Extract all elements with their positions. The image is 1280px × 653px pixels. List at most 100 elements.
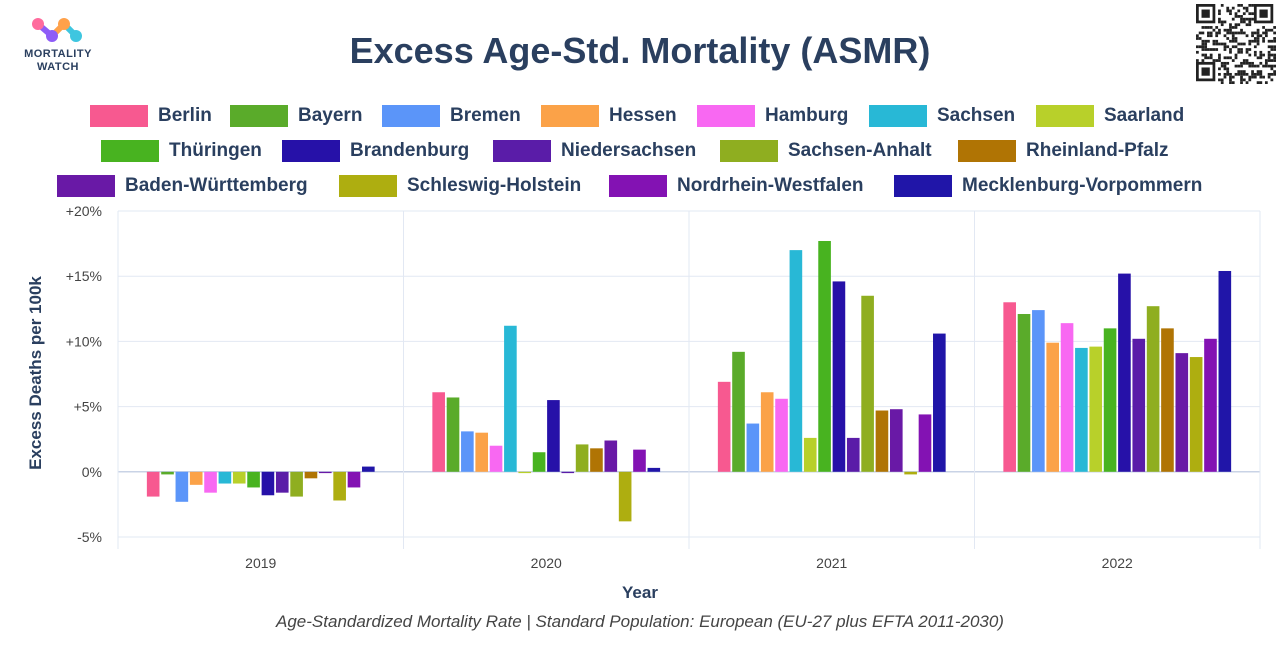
bar-brandenburg-2019	[261, 471, 275, 496]
legend-label: Niedersachsen	[561, 140, 697, 161]
legend-swatch	[339, 175, 397, 197]
legend-swatch	[894, 175, 952, 197]
bar-berlin-2019	[146, 471, 160, 497]
legend-swatch	[230, 105, 288, 127]
legend-swatch	[958, 140, 1016, 162]
bar-nordrhein-westfalen-2020	[633, 449, 646, 472]
bar-nordrhein-westfalen-2022	[1204, 338, 1217, 472]
y-tick-label: 0%	[82, 464, 102, 480]
legend-swatch	[101, 140, 159, 162]
bar-hamburg-2019	[204, 471, 217, 493]
bar-sachsen-2020	[504, 325, 517, 472]
bar-sachsen-anhalt-2019	[290, 471, 303, 497]
bar-mecklenburg-vorpommern-2022	[1218, 270, 1232, 472]
bar-bremen-2020	[461, 431, 474, 472]
bar-mecklenburg-vorpommern-2020	[647, 467, 661, 472]
bar-th-ringen-2021	[818, 240, 831, 472]
y-tick-label: +5%	[74, 399, 102, 415]
bar-sachsen-anhalt-2020	[575, 444, 589, 472]
bar-rheinland-pfalz-2019	[304, 471, 318, 479]
legend-swatch	[869, 105, 927, 127]
bar-nordrhein-westfalen-2021	[918, 414, 932, 472]
legend-swatch	[493, 140, 551, 162]
bar-baden-w-rttemberg-2022	[1175, 353, 1189, 472]
legend-swatch	[1036, 105, 1094, 127]
logo-text: MORTALITY WATCH	[12, 48, 104, 74]
bar-baden-w-rttemberg-2019	[318, 471, 332, 474]
y-tick-label: -5%	[77, 529, 102, 545]
bar-mecklenburg-vorpommern-2021	[933, 333, 946, 472]
bar-bremen-2021	[746, 423, 760, 472]
logo-line-1: MORTALITY	[24, 48, 92, 60]
bar-hessen-2022	[1046, 342, 1060, 472]
bar-th-ringen-2022	[1103, 328, 1117, 472]
bar-mecklenburg-vorpommern-2019	[362, 466, 375, 472]
legend-swatch	[541, 105, 599, 127]
legend-swatch	[609, 175, 667, 197]
legend-label: Saarland	[1104, 105, 1185, 126]
bar-niedersachsen-2020	[561, 471, 575, 474]
legend-swatch	[57, 175, 115, 197]
bar-schleswig-holstein-2022	[1189, 357, 1203, 472]
x-tick-label: 2019	[245, 555, 276, 571]
bar-sachsen-2019	[218, 471, 232, 484]
legend-swatch	[697, 105, 755, 127]
x-tick-label: 2022	[1102, 555, 1133, 571]
bar-berlin-2020	[432, 392, 445, 472]
bar-bremen-2022	[1032, 310, 1045, 472]
legend-label: Sachsen	[937, 105, 1016, 126]
bar-schleswig-holstein-2021	[904, 471, 917, 475]
chart-footer: Age-Standardized Mortality Rate | Standa…	[276, 612, 1004, 631]
bar-nordrhein-westfalen-2019	[347, 471, 361, 488]
legend-label: Berlin	[158, 105, 212, 126]
bar-baden-w-rttemberg-2020	[604, 440, 618, 472]
bar-bayern-2022	[1017, 314, 1031, 472]
legend-label: Sachsen-Anhalt	[788, 140, 932, 161]
bar-hamburg-2020	[489, 445, 503, 472]
legend-label: Nordrhein-Westfalen	[677, 175, 864, 196]
chart-title: Excess Age-Std. Mortality (ASMR)	[349, 30, 931, 71]
bar-schleswig-holstein-2019	[333, 471, 346, 501]
bar-hessen-2020	[475, 432, 489, 472]
bar-brandenburg-2020	[547, 400, 560, 472]
x-axis-label: Year	[622, 583, 658, 602]
bar-rheinland-pfalz-2021	[875, 410, 889, 472]
y-tick-label: +20%	[66, 203, 102, 219]
bar-niedersachsen-2019	[275, 471, 289, 493]
bar-hessen-2019	[189, 471, 203, 485]
y-tick-label: +10%	[66, 333, 102, 349]
legend-label: Schleswig-Holstein	[407, 175, 582, 196]
legend-label: Baden-Württemberg	[125, 175, 308, 196]
bar-th-ringen-2019	[247, 471, 260, 488]
qr-code-icon	[1196, 4, 1276, 84]
legend-swatch	[282, 140, 340, 162]
bar-hamburg-2021	[775, 398, 788, 472]
bar-bayern-2021	[732, 351, 745, 472]
y-tick-label: +15%	[66, 268, 102, 284]
legend-swatch	[720, 140, 778, 162]
legend-label: Rheinland-Pfalz	[1026, 140, 1169, 161]
bar-th-ringen-2020	[532, 452, 546, 472]
x-tick-label: 2020	[531, 555, 562, 571]
legend-label: Bremen	[450, 105, 521, 126]
chart-legend: Berlin Bayern Bremen Hessen Hamburg Sachsen Sa…	[0, 0, 1280, 210]
bar-bayern-2020	[446, 397, 460, 472]
bar-sachsen-2022	[1075, 347, 1088, 472]
bar-brandenburg-2021	[832, 281, 846, 472]
bar-rheinland-pfalz-2022	[1161, 328, 1174, 472]
bar-saarland-2021	[803, 437, 817, 472]
bar-berlin-2022	[1003, 302, 1016, 472]
bar-berlin-2021	[717, 381, 731, 472]
bar-hamburg-2022	[1060, 323, 1074, 472]
bar-niedersachsen-2022	[1132, 338, 1146, 472]
legend-label: Hamburg	[765, 105, 849, 126]
bar-schleswig-holstein-2020	[618, 471, 632, 522]
bar-saarland-2020	[518, 471, 532, 474]
legend-label: Bayern	[298, 105, 363, 126]
bar-brandenburg-2022	[1118, 273, 1131, 472]
bar-saarland-2022	[1089, 346, 1103, 472]
bar-hessen-2021	[760, 392, 774, 472]
legend-swatch	[382, 105, 440, 127]
bar-bremen-2019	[175, 471, 189, 502]
